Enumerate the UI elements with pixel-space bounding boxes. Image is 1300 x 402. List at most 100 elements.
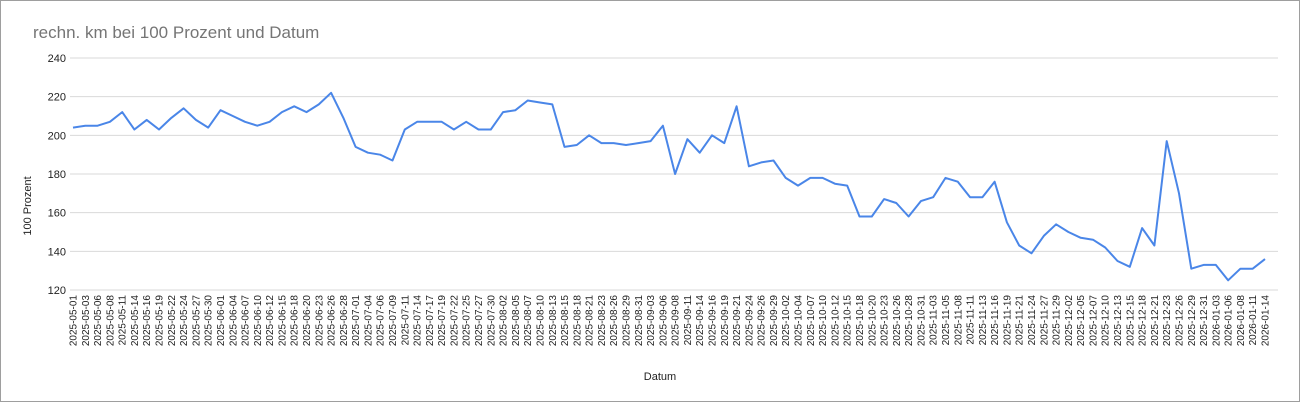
x-tick-label: 2025-05-19 (155, 295, 166, 347)
x-tick-label: 2025-10-04 (794, 295, 805, 347)
x-tick-label: 2025-09-19 (720, 295, 731, 347)
y-tick-label: 220 (48, 92, 66, 104)
x-tick-label: 2025-12-05 (1076, 295, 1087, 347)
chart-title: rechn. km bei 100 Prozent und Datum (33, 23, 319, 42)
x-tick-label: 2025-08-02 (499, 295, 510, 347)
x-tick-label: 2026-01-03 (1211, 295, 1222, 347)
x-tick-label: 2025-10-07 (806, 295, 817, 347)
y-tick-label: 180 (48, 169, 66, 181)
x-tick-label: 2025-08-05 (511, 295, 522, 347)
x-tick-label: 2025-10-12 (830, 295, 841, 347)
x-tick-label: 2025-12-13 (1113, 295, 1124, 347)
x-tick-label: 2025-10-15 (843, 295, 854, 347)
x-tick-label: 2025-09-26 (757, 295, 768, 347)
x-tick-label: 2025-07-25 (462, 295, 473, 347)
x-tick-label: 2025-11-27 (1039, 295, 1050, 346)
x-tick-label: 2025-08-10 (535, 295, 546, 347)
x-tick-label: 2025-12-18 (1138, 295, 1149, 347)
x-tick-label: 2025-12-02 (1064, 295, 1075, 347)
x-tick-label: 2025-08-15 (560, 295, 571, 347)
x-tick-label: 2025-11-08 (953, 295, 964, 346)
x-tick-label: 2025-09-06 (658, 295, 669, 347)
data-line (72, 91, 1266, 282)
y-tick-label: 160 (48, 208, 66, 220)
x-tick-label: 2025-09-16 (708, 295, 719, 347)
x-tick-label: 2025-09-03 (646, 295, 657, 347)
x-tick-label: 2025-12-21 (1150, 295, 1161, 347)
x-tick-label: 2025-06-18 (290, 295, 301, 347)
x-tick-label: 2026-01-11 (1248, 295, 1259, 346)
x-tick-label: 2025-05-11 (118, 295, 129, 346)
x-tick-label: 2025-06-10 (253, 295, 264, 347)
x-tick-label: 2025-07-04 (363, 295, 374, 347)
x-tick-label: 2025-06-26 (327, 295, 338, 347)
x-axis-title: Datum (644, 371, 676, 383)
x-tick-label: 2025-09-11 (683, 295, 694, 346)
x-tick-label: 2025-12-31 (1199, 295, 1210, 347)
x-tick-label: 2025-08-31 (634, 295, 645, 347)
x-tick-label: 2025-08-18 (572, 295, 583, 347)
x-tick-label: 2026-01-14 (1261, 295, 1272, 347)
x-tick-label: 2025-05-06 (93, 295, 104, 347)
y-tick-label: 120 (48, 285, 66, 297)
x-tick-label: 2025-12-10 (1101, 295, 1112, 347)
x-tick-label: 2025-06-15 (277, 295, 288, 347)
x-tick-label: 2025-10-31 (916, 295, 927, 347)
x-tick-label: 2025-05-01 (69, 295, 80, 347)
x-tick-label: 2025-09-29 (769, 295, 780, 347)
x-tick-label: 2025-06-07 (241, 295, 252, 347)
x-tick-label: 2025-07-19 (437, 295, 448, 347)
x-tick-label: 2025-08-21 (585, 295, 596, 347)
x-tick-label: 2025-09-08 (671, 295, 682, 347)
x-tick-label: 2025-05-27 (191, 295, 202, 347)
x-tick-label: 2025-07-22 (449, 295, 460, 347)
x-tick-label: 2025-06-04 (228, 295, 239, 347)
y-tick-label: 200 (48, 130, 66, 142)
x-tick-label: 2025-12-29 (1187, 295, 1198, 347)
x-tick-label: 2025-05-22 (167, 295, 178, 347)
x-tick-label: 2025-08-26 (609, 295, 620, 347)
x-tick-label: 2025-06-20 (302, 295, 313, 347)
x-tick-label: 2025-08-23 (597, 295, 608, 347)
x-tick-label: 2025-05-08 (105, 295, 116, 347)
x-tick-label: 2025-08-13 (548, 295, 559, 347)
x-tick-label: 2025-11-16 (990, 295, 1001, 346)
x-tick-label: 2025-06-23 (314, 295, 325, 347)
x-tick-label: 2025-05-03 (81, 295, 92, 347)
x-tick-label: 2025-10-20 (867, 295, 878, 347)
x-tick-label: 2025-11-24 (1027, 295, 1038, 346)
x-tick-label: 2025-05-30 (204, 295, 215, 347)
x-tick-label: 2025-11-19 (1002, 295, 1013, 346)
x-tick-label: 2025-07-17 (425, 295, 436, 347)
x-tick-label: 2025-06-01 (216, 295, 227, 347)
x-tick-label: 2025-08-07 (523, 295, 534, 347)
x-tick-label: 2026-01-08 (1236, 295, 1247, 347)
x-tick-label: 2025-11-03 (929, 295, 940, 346)
x-tick-label: 2025-06-12 (265, 295, 276, 347)
x-tick-label: 2025-12-23 (1162, 295, 1173, 347)
x-tick-label: 2025-10-02 (781, 295, 792, 347)
x-tick-label: 2025-11-13 (978, 295, 989, 346)
x-tick-label: 2025-07-09 (388, 295, 399, 347)
x-tick-label: 2025-05-16 (142, 295, 153, 347)
x-tick-label: 2025-07-01 (351, 295, 362, 347)
x-tick-label: 2025-05-14 (130, 295, 141, 347)
x-tick-label: 2025-07-11 (400, 295, 411, 346)
x-tick-label: 2025-09-21 (732, 295, 743, 347)
x-tick-label: 2025-11-29 (1052, 295, 1063, 346)
x-tick-label: 2025-07-06 (376, 295, 387, 347)
x-tick-label: 2025-10-10 (818, 295, 829, 347)
x-tick-label: 2026-01-06 (1224, 295, 1235, 347)
x-tick-label: 2025-12-07 (1088, 295, 1099, 347)
x-tick-label: 2025-06-28 (339, 295, 350, 347)
x-tick-label: 2025-07-14 (413, 295, 424, 347)
x-tick-label: 2025-10-26 (892, 295, 903, 347)
x-tick-label: 2025-05-24 (179, 295, 190, 347)
x-tick-label: 2025-07-30 (486, 295, 497, 347)
x-tick-label: 2025-11-05 (941, 295, 952, 346)
x-tick-label: 2025-11-21 (1015, 295, 1026, 346)
x-tick-label: 2025-08-29 (621, 295, 632, 347)
y-tick-label: 240 (48, 53, 66, 65)
